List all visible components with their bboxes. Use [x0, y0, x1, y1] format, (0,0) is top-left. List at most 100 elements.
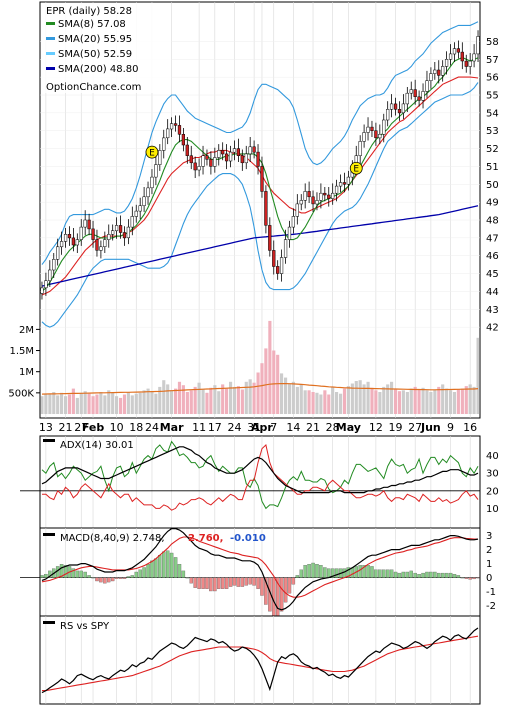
macd-histogram-bar	[252, 577, 256, 586]
price-tick-label: 46	[486, 251, 499, 262]
macd-histogram-bar	[370, 566, 374, 578]
macd-histogram-bar	[307, 564, 311, 578]
date-tick-label: 21	[59, 421, 73, 434]
candle-body	[334, 185, 339, 194]
price-tick-label: 49	[486, 198, 499, 209]
macd-histogram-bar	[181, 570, 186, 578]
volume-bar	[358, 380, 362, 414]
volume-bar	[240, 389, 244, 414]
candle-body	[154, 164, 158, 178]
candle-body	[311, 196, 315, 205]
candle-body	[63, 234, 68, 242]
volume-bar	[40, 396, 44, 414]
volume-bar	[115, 396, 119, 414]
candle-body	[421, 91, 425, 101]
macd-histogram-bar	[87, 575, 91, 578]
candle-body	[122, 232, 127, 239]
candle-body	[158, 150, 162, 165]
volume-bar	[472, 386, 476, 414]
candle-body	[224, 153, 229, 162]
macd-histogram-bar	[177, 564, 182, 578]
candle-body	[197, 166, 201, 171]
candle-body	[452, 48, 457, 55]
macd-histogram-bar	[130, 575, 134, 578]
macd-histogram-bar	[173, 557, 178, 578]
volume-bar	[209, 387, 213, 414]
volume-bar	[181, 385, 185, 414]
earnings-marker	[145, 145, 159, 159]
macd-histogram-bar	[63, 565, 68, 578]
minus-di-line	[42, 444, 479, 511]
candle-body	[248, 146, 252, 155]
volume-bar	[390, 381, 394, 414]
macd-histogram-bar	[244, 577, 248, 586]
volume-bar	[339, 393, 343, 414]
volume-bar	[142, 390, 146, 414]
volume-bar	[264, 348, 268, 414]
macd-histogram-bar	[303, 565, 307, 578]
macd-histogram-bar	[95, 577, 99, 582]
sma200-line	[41, 205, 479, 287]
volume-bar	[433, 389, 437, 414]
candle-body	[201, 155, 205, 167]
legend-swatch	[46, 67, 55, 70]
volume-bar	[476, 337, 480, 414]
macd-histogram-bar	[291, 577, 296, 585]
candle-body	[150, 176, 154, 189]
candle-body	[476, 36, 480, 55]
candle-body	[236, 148, 240, 156]
volume-bar	[327, 394, 331, 414]
legend-swatch	[43, 621, 55, 624]
candle-body	[413, 89, 417, 97]
candle-body	[256, 151, 260, 167]
volume-bar	[276, 354, 280, 414]
volume-bar	[44, 394, 48, 414]
macd-histogram-bar	[366, 565, 370, 578]
candle-body	[193, 162, 197, 171]
volume-bar	[146, 388, 150, 414]
volume-bar	[221, 384, 225, 414]
volume-bar	[56, 395, 60, 414]
volume-bar	[386, 384, 390, 414]
macd-histogram-bar	[437, 572, 441, 578]
candle-body	[444, 59, 449, 67]
volume-bar	[303, 390, 307, 414]
candle-body	[44, 280, 48, 289]
date-tick-label: 24	[145, 421, 159, 434]
candle-body	[283, 239, 288, 258]
macd-histogram-bar	[444, 572, 449, 578]
volume-bar	[342, 388, 347, 414]
macd-histogram-bar	[134, 571, 138, 578]
candle-body	[103, 239, 107, 247]
volume-bar	[103, 395, 107, 414]
macd-histogram-bar	[48, 570, 52, 578]
adx-tick-label: 30	[486, 469, 499, 480]
macd-histogram-bar	[358, 565, 362, 578]
candle-body	[374, 130, 378, 139]
macd-histogram-bar	[197, 577, 201, 589]
sma20-line	[41, 76, 479, 296]
macd-histogram-bar	[433, 571, 437, 578]
candle-body	[276, 266, 280, 274]
macd-histogram-bar	[385, 569, 390, 578]
candle-body	[232, 148, 237, 153]
candle-body	[303, 191, 307, 201]
volume-bar	[205, 392, 209, 414]
macd-histogram-bar	[107, 577, 111, 583]
date-tick-label: 27	[74, 421, 88, 434]
candle-body	[244, 153, 248, 164]
price-tick-label: 57	[486, 55, 499, 66]
candle-body	[468, 60, 472, 67]
volume-bar	[166, 384, 170, 414]
candle-body	[268, 225, 272, 251]
volume-bar	[366, 381, 370, 414]
volume-bar	[335, 392, 339, 414]
price-tick-label: 45	[486, 269, 499, 280]
volume-bar	[158, 386, 162, 414]
candle-body	[209, 159, 213, 167]
date-tick-label: Apr	[251, 421, 273, 434]
date-tick-label: 31	[247, 421, 261, 434]
candle-body	[118, 225, 123, 233]
macd-histogram-bar	[224, 577, 229, 589]
